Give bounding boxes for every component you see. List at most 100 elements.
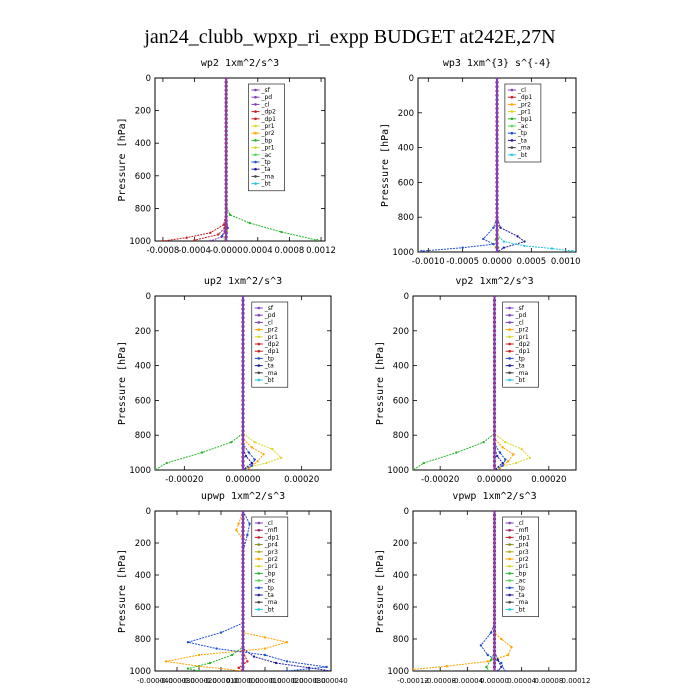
data-point-dp1 [193, 238, 196, 241]
data-point-dp1 [217, 233, 220, 236]
legend-label: _bt [517, 152, 528, 159]
data-point-pr2 [164, 660, 168, 663]
data-point-pr2 [506, 653, 510, 657]
legend-box [248, 83, 285, 192]
legend-label: _bt [261, 181, 272, 188]
x-tick-label: -0.000020 [181, 677, 217, 685]
legend-label: _bp1 [517, 116, 533, 123]
data-point-pr2 [237, 522, 240, 525]
legend: _sf_pd_cl_dp2_dp1_pr1_pr2_bp_pr1_ac_tp_t… [248, 83, 285, 192]
legend-label: _pr4 [264, 542, 278, 549]
legend-marker [510, 146, 514, 149]
y-axis-label: Pressure [hPa] [117, 341, 128, 425]
legend-marker [510, 131, 514, 135]
legend-marker [508, 543, 511, 546]
legend-marker [257, 600, 261, 604]
panel-title: up2 1xm^2/s^3 [204, 276, 282, 287]
data-point-ta [244, 454, 248, 458]
x-tick-label: 0.0008 [275, 246, 305, 256]
legend-marker [254, 117, 257, 121]
legend-marker [508, 371, 511, 375]
data-point-bp [413, 468, 415, 470]
data-point-tp [420, 249, 423, 252]
panel-1: wp2 1xm^2/s^3 0 200 400 600 800 1000 Pressure [… [117, 58, 336, 256]
y-tick-label: 0 [146, 74, 151, 84]
y-tick-label: 600 [398, 178, 414, 188]
legend-label: _ta [264, 363, 274, 370]
x-tick-label: 0.0000 [482, 257, 512, 267]
legend-label: _pr2 [515, 556, 529, 563]
legend-marker [257, 572, 261, 575]
legend-marker [510, 139, 514, 142]
x-tick-label: -0.00012 [397, 677, 428, 685]
data-point-tp [263, 653, 267, 657]
legend: _cl_mfl_dp1_pr4_pr3_pr2_pr1_bp_ac_tp_ta_… [251, 516, 289, 617]
data-point-bp [315, 238, 319, 241]
series-line-bp [225, 78, 318, 241]
y-tick-label: 800 [135, 431, 151, 441]
series-line-dp1 [194, 78, 227, 241]
data-point-bp [155, 468, 157, 470]
legend-marker [254, 139, 257, 142]
y-tick-label: 200 [393, 327, 409, 337]
legend-marker [254, 88, 257, 92]
data-point-bp [422, 461, 426, 465]
legend-label: _pr2 [264, 556, 278, 563]
legend-label: _ta [515, 592, 525, 599]
legend-label: _cl [515, 319, 524, 326]
legend-marker [257, 313, 261, 317]
legend-label: _dp1 [264, 348, 280, 355]
legend-label: _bt [515, 606, 526, 613]
data-point-pr2 [250, 446, 253, 449]
legend-marker [254, 175, 257, 178]
x-tick-label: -0.00004 [452, 677, 484, 685]
legend-label: _pr1 [515, 563, 529, 570]
data-point-tp [253, 458, 256, 461]
data-point-bp [230, 653, 234, 657]
series-line-bp [413, 296, 495, 470]
data-point-tp [500, 661, 503, 665]
legend-marker [257, 321, 261, 324]
series-line-tp [187, 511, 327, 671]
legend-marker [510, 124, 514, 128]
panel-4: vp2 1xm^2/s^3 0 200 400 600 800 1000 Pressure [… [375, 276, 577, 485]
data-point-tp [247, 451, 251, 454]
panel-title: upwp 1xm^2/s^3 [201, 491, 285, 502]
panel-title: wp3 1xm^{3} s^{-4} [443, 58, 551, 69]
data-point-pr2 [285, 641, 289, 644]
legend-marker [254, 110, 257, 113]
legend-marker [508, 608, 511, 611]
legend-label: _sf [264, 305, 274, 312]
x-tick-label: -0.00020 [165, 475, 203, 485]
x-tick-label: 0.000000 [226, 677, 259, 685]
legend-label: _dp1 [515, 348, 531, 355]
data-point-tp [186, 641, 190, 644]
legend-label: _dp1 [261, 116, 277, 123]
x-tick-label: 0.00012 [562, 677, 591, 685]
y-tick-label: 800 [393, 431, 409, 441]
legend-marker [257, 335, 261, 339]
legend-label: _cl [517, 87, 526, 94]
legend-label: _pr3 [515, 549, 529, 556]
y-tick-label: 0 [404, 507, 409, 517]
series-line-bp [155, 296, 244, 470]
data-point-tp [215, 647, 218, 650]
x-tick-label: 0.00020 [284, 475, 319, 485]
panel-6: vpwp 1xm^2/s^3 0 200 400 600 800 1000 Pressure … [375, 491, 590, 685]
y-tick-label: 0 [146, 292, 151, 302]
y-tick-label: 200 [135, 107, 151, 117]
legend-label: _cl [264, 319, 273, 326]
legend-marker [257, 543, 261, 546]
legend-marker [254, 182, 257, 185]
legend-marker [257, 557, 261, 561]
legend-label: _ta [264, 592, 274, 599]
series-line-dp2 [162, 78, 227, 241]
legend-label: _cl [261, 101, 270, 108]
data-point-pr1 [279, 456, 283, 460]
x-tick-label: 0.00008 [534, 677, 563, 685]
legend-label: _pr1 [264, 334, 278, 341]
legend-label: _pr2 [515, 327, 529, 334]
legend-label: _bt [264, 377, 275, 384]
y-tick-label: 200 [393, 539, 409, 549]
legend-label: _ma [515, 370, 529, 377]
